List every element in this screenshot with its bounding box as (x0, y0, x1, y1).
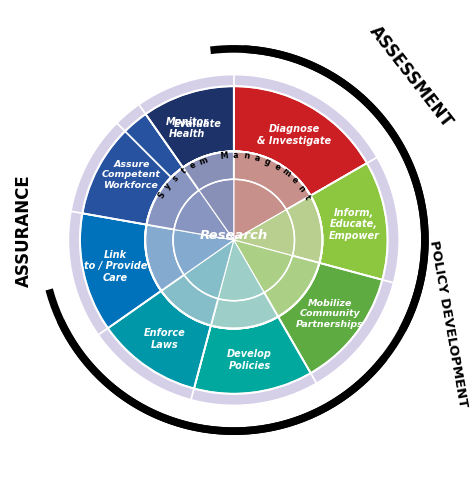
Text: e: e (289, 175, 299, 185)
Polygon shape (171, 151, 234, 197)
Polygon shape (310, 163, 388, 280)
Polygon shape (244, 49, 264, 50)
Polygon shape (80, 213, 161, 328)
Text: Assure
Competent
Workforce: Assure Competent Workforce (102, 160, 161, 190)
Text: Monitor
Health: Monitor Health (166, 117, 209, 139)
Text: POLICY DEVELOPMENT: POLICY DEVELOPMENT (427, 240, 469, 408)
Polygon shape (393, 330, 402, 347)
Polygon shape (234, 210, 294, 256)
Text: Enforce
Laws: Enforce Laws (144, 328, 185, 350)
Polygon shape (311, 280, 394, 384)
Polygon shape (125, 86, 234, 178)
Text: t: t (180, 167, 188, 176)
Polygon shape (367, 157, 400, 283)
Polygon shape (191, 180, 234, 240)
Text: e: e (272, 162, 282, 172)
Polygon shape (108, 291, 211, 389)
Polygon shape (286, 196, 322, 263)
Text: S: S (156, 190, 167, 200)
Polygon shape (191, 373, 317, 406)
Polygon shape (145, 151, 322, 329)
Text: Mobilize
Community
Partnerships: Mobilize Community Partnerships (296, 299, 364, 329)
Polygon shape (234, 240, 292, 292)
Polygon shape (82, 114, 183, 225)
Polygon shape (68, 74, 400, 406)
Polygon shape (68, 211, 108, 335)
Polygon shape (173, 229, 234, 275)
Text: Inform,
Educate,
Empower: Inform, Educate, Empower (328, 207, 379, 241)
Polygon shape (211, 292, 278, 329)
Polygon shape (183, 151, 234, 191)
Text: M: M (220, 151, 229, 161)
Text: Develop
Policies: Develop Policies (227, 349, 272, 371)
Polygon shape (199, 180, 234, 240)
Polygon shape (174, 191, 234, 240)
Polygon shape (146, 86, 234, 168)
Polygon shape (264, 256, 319, 317)
Text: ASSESSMENT: ASSESSMENT (366, 23, 456, 131)
Polygon shape (278, 263, 383, 373)
Polygon shape (234, 74, 377, 163)
Text: Link
to / Provide
Care: Link to / Provide Care (84, 250, 147, 283)
Polygon shape (138, 74, 234, 114)
Text: e: e (189, 160, 198, 171)
Text: a: a (253, 153, 261, 163)
Polygon shape (234, 86, 367, 196)
Polygon shape (161, 275, 218, 325)
Polygon shape (70, 104, 146, 213)
Polygon shape (234, 151, 310, 210)
Text: n: n (243, 151, 250, 161)
Text: a: a (232, 151, 238, 160)
Text: t: t (302, 194, 312, 202)
Polygon shape (234, 180, 286, 240)
Text: y: y (163, 181, 173, 191)
Text: Evaluate: Evaluate (173, 120, 221, 130)
Text: m: m (280, 167, 292, 179)
Polygon shape (117, 74, 234, 131)
Text: n: n (296, 183, 307, 193)
Polygon shape (146, 168, 199, 229)
Text: s: s (171, 173, 181, 183)
Text: g: g (263, 156, 272, 167)
Polygon shape (145, 225, 184, 291)
Text: ASSURANCE: ASSURANCE (15, 174, 33, 287)
Polygon shape (218, 240, 264, 300)
Text: Diagnose
& Investigate: Diagnose & Investigate (257, 124, 331, 146)
Polygon shape (98, 328, 194, 400)
Text: Research: Research (200, 229, 268, 242)
Text: m: m (198, 155, 209, 167)
Polygon shape (184, 240, 234, 299)
Polygon shape (52, 303, 61, 321)
Polygon shape (194, 317, 311, 394)
